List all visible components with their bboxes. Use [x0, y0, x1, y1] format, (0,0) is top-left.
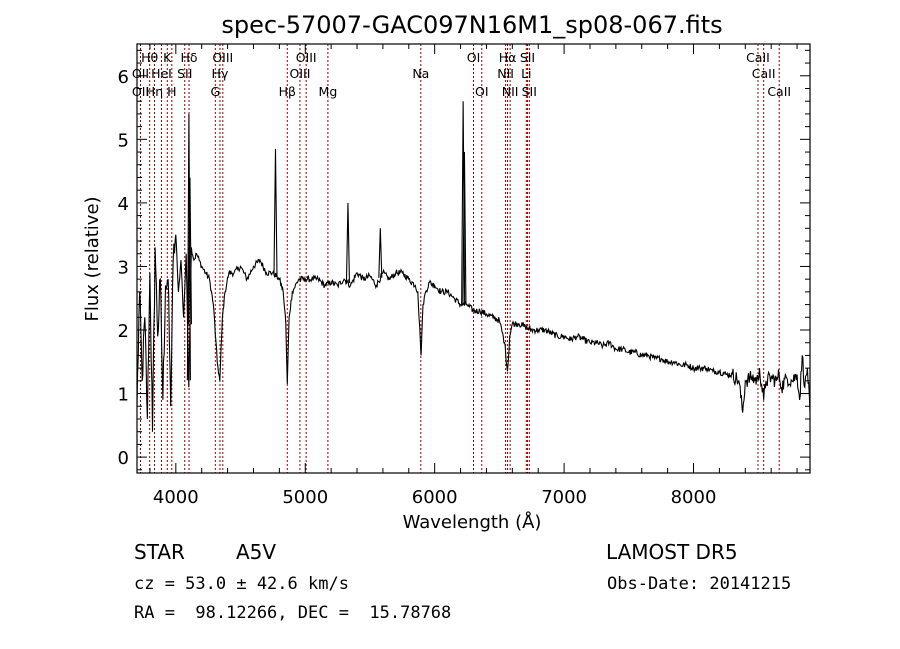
line-marker-label-5: K	[163, 50, 172, 65]
redshift-cz: cz = 53.0 ± 42.6 km/s	[134, 574, 349, 594]
line-marker-label-18: OI	[475, 84, 489, 99]
y-tick-label-4: 4	[118, 194, 129, 215]
x-tick-label-8000: 8000	[671, 487, 717, 508]
emission-spikes	[186, 101, 467, 381]
line-marker-label-21: NII	[502, 84, 519, 99]
y-tick-label-0: 0	[118, 448, 129, 469]
chart-title: spec-57007-GAC097N16M1_sp08-067.fits	[221, 11, 722, 39]
line-marker-label-24: SII	[522, 84, 537, 99]
line-marker-label-25: CaII	[746, 50, 770, 65]
line-marker-label-4: HeI	[151, 66, 172, 81]
line-marker-label-10: Hγ	[212, 66, 229, 81]
line-marker-label-0: Hθ	[141, 50, 158, 65]
x-axis-ticks: 4000 5000 6000 7000 8000	[149, 44, 798, 508]
line-marker-label-3: Hη	[146, 84, 163, 99]
line-marker-label-9: OIII	[212, 50, 233, 65]
x-axis-title: Wavelength (Å)	[403, 511, 542, 533]
line-marker-label-26: CaII	[752, 66, 776, 81]
y-tick-label-3: 3	[118, 257, 129, 278]
emission-spike-2	[273, 148, 278, 276]
survey-name: LAMOST DR5	[606, 540, 738, 564]
spectral-line-markers	[139, 44, 780, 473]
line-marker-label-19: Hα	[499, 50, 517, 65]
line-marker-label-16: Na	[412, 66, 429, 81]
y-axis-title: Flux (relative)	[82, 196, 103, 321]
line-marker-label-6: H	[167, 84, 176, 99]
x-tick-label-6000: 6000	[412, 487, 458, 508]
line-marker-label-8: SII	[177, 66, 192, 81]
y-tick-label-6: 6	[118, 67, 129, 88]
line-marker-label-17: OI	[467, 50, 481, 65]
line-marker-label-20: NII	[497, 66, 514, 81]
emission-spike-3	[345, 202, 351, 283]
y-tick-label-5: 5	[118, 130, 129, 151]
plot-frame	[136, 43, 811, 474]
y-tick-label-1: 1	[118, 385, 129, 406]
line-marker-label-23: Li	[521, 66, 531, 81]
emission-spike-1	[187, 177, 192, 325]
object-subclass: A5V	[236, 540, 277, 564]
x-tick-label-4000: 4000	[153, 487, 199, 508]
line-marker-label-7: Hδ	[180, 50, 197, 65]
coordinates: RA = 98.12266, DEC = 15.78768	[134, 603, 452, 623]
line-marker-label-13: OIII	[296, 50, 317, 65]
line-marker-label-11: G	[210, 84, 220, 99]
emission-spike-0	[186, 113, 191, 381]
y-axis-ticks: 0 1 2 3 4 5 6	[118, 49, 810, 471]
line-marker-label-15: Mg	[319, 84, 338, 99]
observation-date: Obs-Date: 20141215	[607, 574, 792, 594]
line-marker-label-27: CaII	[767, 84, 791, 99]
y-tick-label-2: 2	[118, 321, 129, 342]
x-tick-label-5000: 5000	[282, 487, 328, 508]
line-marker-label-14: OIII	[289, 66, 310, 81]
x-tick-label-7000: 7000	[541, 487, 587, 508]
emission-spike-4	[378, 228, 383, 278]
line-marker-label-22: SII	[520, 50, 535, 65]
spectrum-series-line	[136, 234, 811, 432]
emission-spike-6	[462, 152, 467, 305]
line-marker-label-12: Hβ	[279, 84, 296, 99]
object-class: STAR	[134, 540, 185, 564]
line-marker-label-2: OII	[132, 84, 149, 99]
line-marker-label-1: OII	[132, 66, 149, 81]
